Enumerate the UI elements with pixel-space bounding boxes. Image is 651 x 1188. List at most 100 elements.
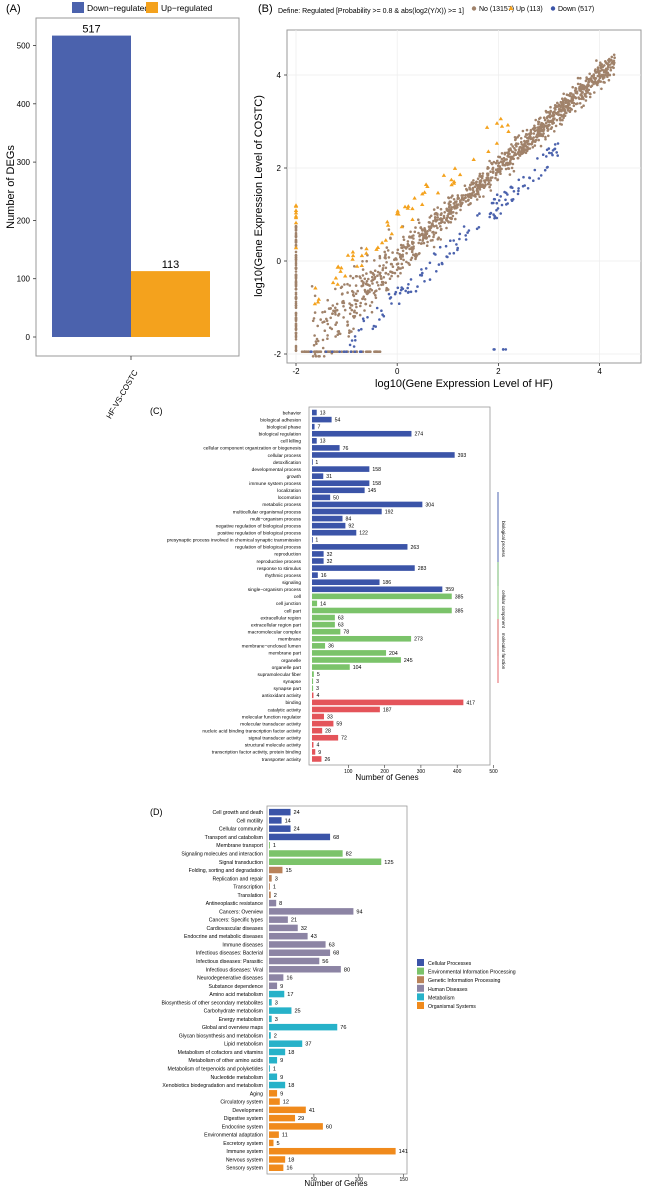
scatter-point-no [412,245,415,248]
scatter-point-no [494,162,498,165]
bar-value-label: 28 [325,729,331,735]
category-label: signaling [282,580,301,586]
scatter-point-no [471,186,475,190]
scatter-point-up [385,223,391,227]
scatter-point-no [555,118,559,122]
scatter-point-no [294,338,298,341]
scatter-point-no [384,256,387,260]
scatter-point-no [346,323,350,327]
scatter-point-no [389,236,392,240]
scatter-point-no [396,274,400,278]
scatter-point-no [553,107,556,110]
scatter-point-no [400,246,403,250]
scatter-point-no [557,104,560,108]
scatter-point-no [562,113,566,116]
scatter-point-down [371,327,375,331]
scatter-point-no [510,166,514,170]
scatter-point-no [612,73,616,76]
scatter-point-no [294,296,298,300]
scatter-point-up [338,269,343,273]
bar-mf [312,756,322,762]
x-tick-label: 0 [395,367,400,376]
scatter-point-no [527,143,531,146]
bar-value-label: 9 [280,1091,283,1097]
scatter-point-no [353,265,356,268]
scatter-point-no [422,241,426,245]
panel-d-ticks: 50 100 150 [311,1174,408,1183]
scatter-point-no [326,350,330,354]
scatter-point-down [406,291,410,294]
scatter-point-down [516,192,520,196]
scatter-point-no [584,79,588,83]
bar-value-label: 2 [274,1033,277,1039]
scatter-point-no [450,207,453,211]
scatter-point-no [520,151,523,155]
scatter-point-no [563,109,566,112]
scatter-point-down [475,227,479,231]
scatter-point-no [550,126,554,129]
bar-metabolism [269,1073,278,1081]
scatter-point-down [495,208,498,212]
scatter-point-no [447,221,450,224]
scatter-point-up [402,204,408,209]
scatter-point-no [580,93,583,97]
bar-value-label: 1 [273,885,276,891]
scatter-point-no [391,271,395,275]
scatter-point-no [544,137,547,141]
scatter-point-no [491,166,495,170]
scatter-point-no [398,252,401,256]
scatter-point-down [388,297,392,300]
bar-value-label: 16 [286,1166,292,1172]
scatter-point-no [331,312,334,316]
scatter-point-no [294,275,298,279]
bar-bp [312,551,324,557]
scatter-point-no [335,321,339,324]
scatter-point-no [452,211,455,214]
scatter-point-no [410,250,414,254]
bar-metabolism [269,1007,292,1014]
bar-value-label: 41 [309,1108,315,1114]
scatter-point-no [505,158,509,161]
scatter-point-no [365,280,369,283]
bar-value-label: 36 [328,644,334,650]
scatter-point-no [294,266,298,269]
panel-c-group-labels: biological process cellular component mole… [497,492,506,683]
category-label: molecular function regulator [242,714,302,720]
scatter-point-down [348,343,352,347]
scatter-point-no [547,119,550,122]
category-label: presynaptic process involved in chemical… [167,538,301,544]
category-label: reproductive process [256,559,301,565]
scatter-point-no [443,201,446,204]
x-tick-label: 300 [417,769,426,775]
scatter-point-up [389,231,394,236]
scatter-point-up [395,209,400,213]
scatter-point-no [508,173,512,176]
scatter-point-no [573,89,577,92]
scatter-point-no [371,282,374,285]
scatter-point-no [439,238,443,241]
scatter-point-no [303,350,307,354]
scatter-point-no [418,252,421,255]
scatter-point-no [478,195,482,198]
scatter-point-no [442,216,446,220]
scatter-point-no [580,87,584,90]
scatter-point-no [379,271,382,275]
panel-a-y-axis-title: Number of DEGs [5,145,17,229]
bar-bp [312,572,318,578]
bar-mf [312,749,316,755]
scatter-point-no [439,217,443,220]
scatter-point-no [313,334,316,337]
panel-d-label: (D) [150,807,163,817]
scatter-point-down [496,207,500,210]
scatter-point-up [335,282,340,286]
scatter-point-no [348,331,351,335]
scatter-point-no [537,138,540,142]
bar-value-label: 1 [273,1067,276,1073]
scatter-point-no [350,308,354,312]
scatter-point-no [362,295,366,299]
scatter-point-no [406,240,410,243]
x-tick-label: 500 [489,769,498,775]
panel-b-points [293,53,616,358]
scatter-point-no [512,154,516,157]
scatter-point-down [420,268,423,271]
